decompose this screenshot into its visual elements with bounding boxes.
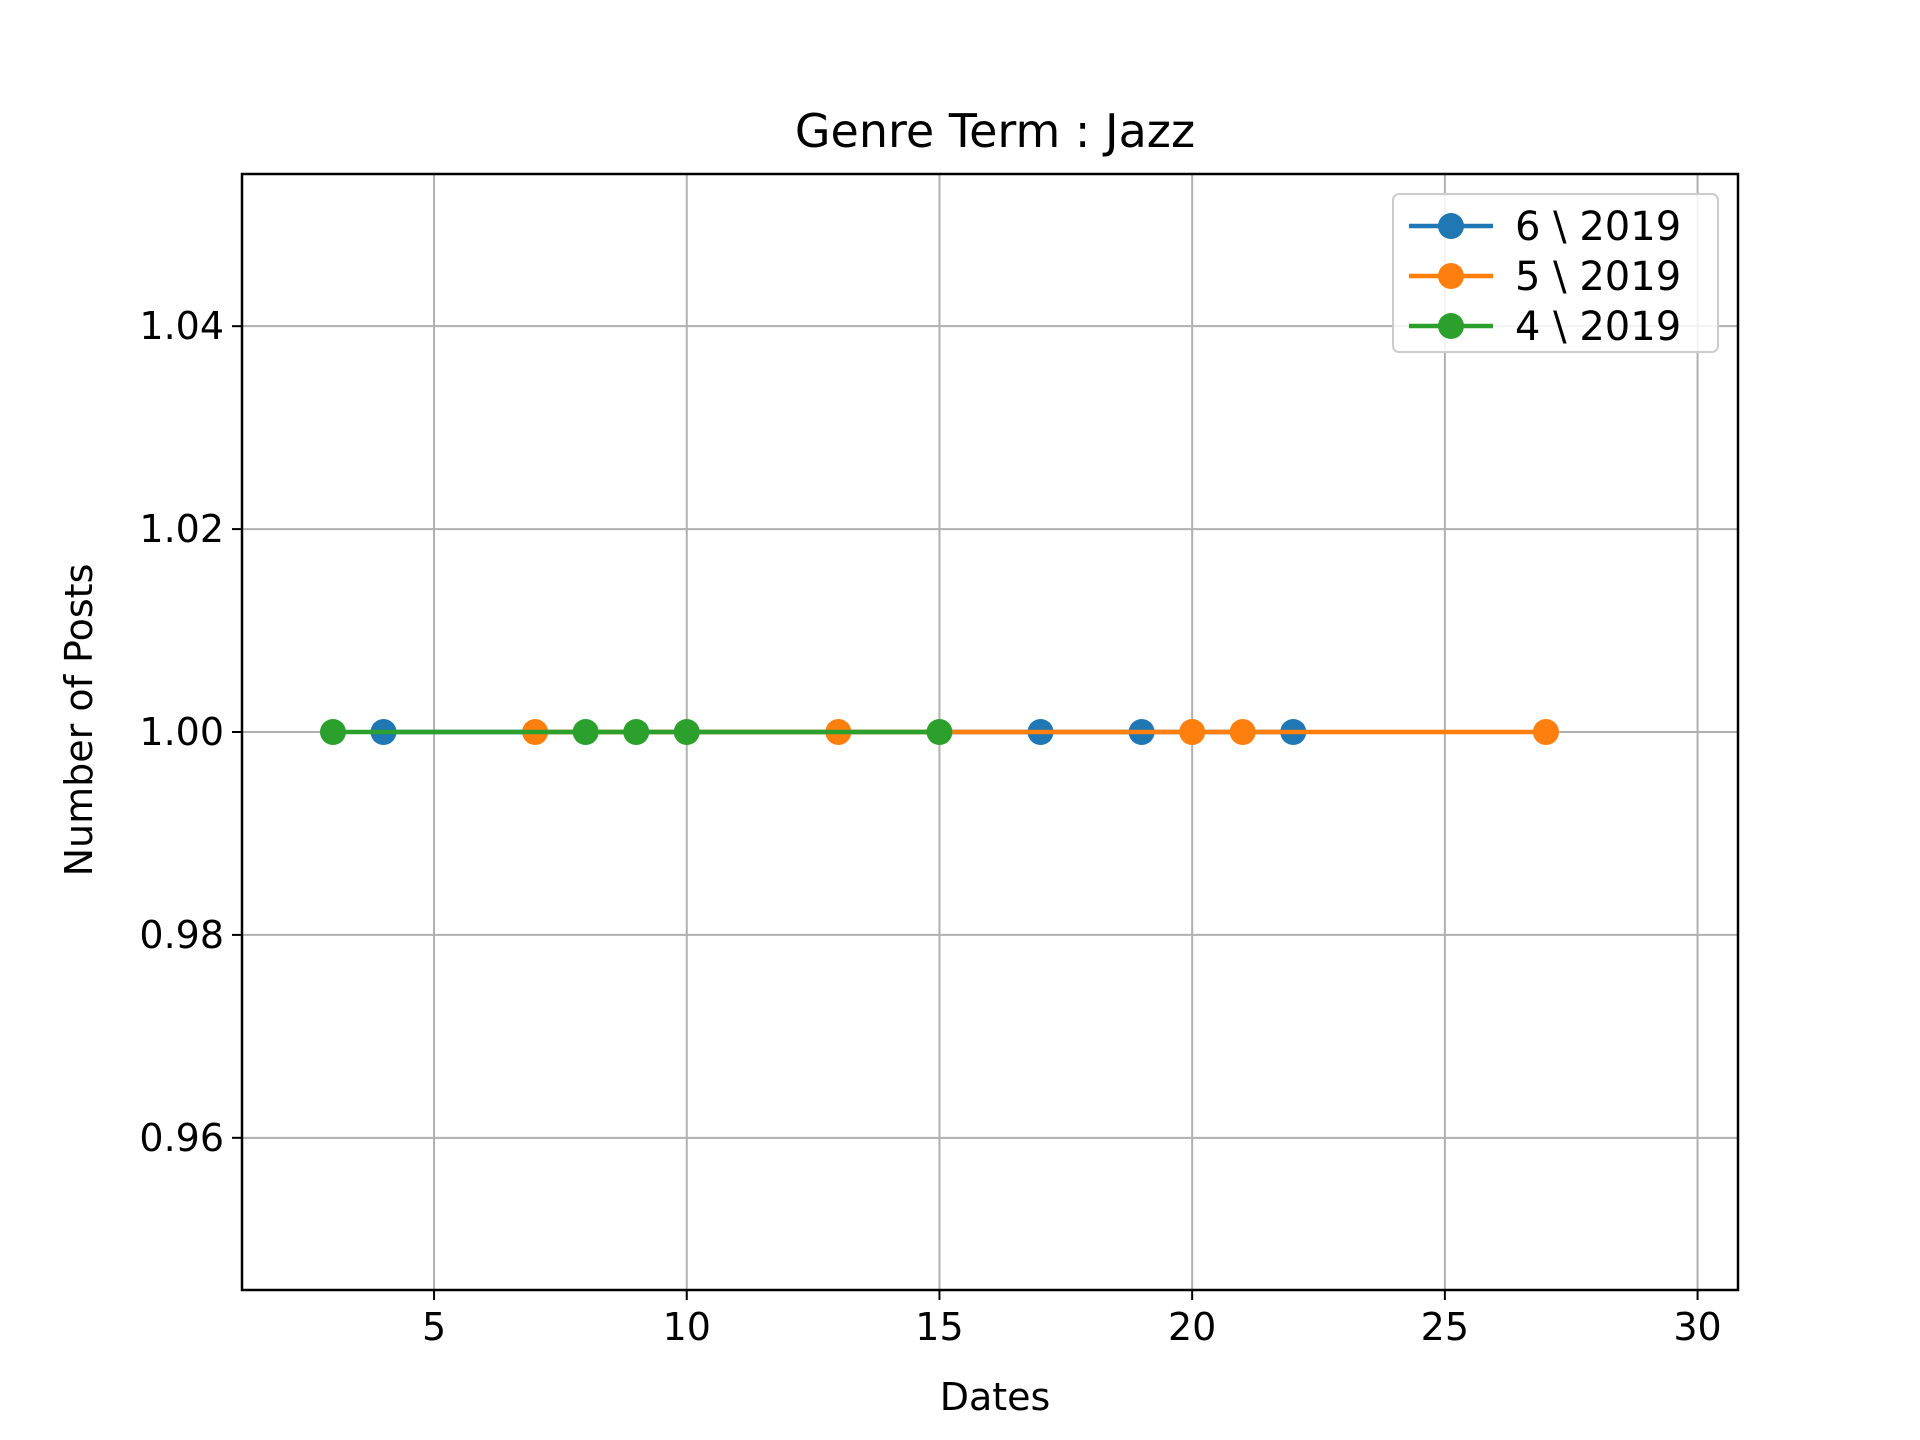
data-point <box>319 719 346 745</box>
axes-ticks: 5 10 15 20 25 30 0.96 0.98 1.00 1.02 1.04 <box>139 304 1721 1349</box>
legend-box <box>1392 193 1719 353</box>
x-tick-label: 10 <box>663 1305 711 1349</box>
x-tick-label: 15 <box>915 1305 963 1349</box>
data-point <box>572 719 599 745</box>
y-axis-label: Number of Posts <box>57 564 101 877</box>
data-point <box>673 719 700 745</box>
series-area <box>319 719 1559 745</box>
series-3 <box>319 719 953 745</box>
chart-title: Genre Term : Jazz <box>795 104 1195 158</box>
y-tick-label: 1.00 <box>139 710 224 754</box>
x-tick-label: 20 <box>1168 1305 1216 1349</box>
y-tick-label: 0.98 <box>139 913 224 957</box>
legend-marker <box>1438 313 1464 339</box>
y-tick-label: 0.96 <box>139 1116 224 1160</box>
x-tick-label: 25 <box>1421 1305 1469 1349</box>
x-tick-label: 5 <box>422 1305 446 1349</box>
data-point <box>623 719 650 745</box>
legend-marker <box>1438 263 1464 289</box>
y-tick-label: 1.04 <box>139 304 224 348</box>
legend-label: 6 \ 2019 <box>1515 204 1681 250</box>
data-point <box>1229 719 1256 745</box>
x-tick-label: 30 <box>1673 1305 1721 1349</box>
legend-label: 5 \ 2019 <box>1515 254 1681 300</box>
legend-marker <box>1438 213 1464 239</box>
x-axis-label: Dates <box>940 1375 1051 1419</box>
y-tick-label: 1.02 <box>139 507 224 551</box>
data-point <box>1179 719 1206 745</box>
legend-item: 5 \ 2019 <box>1409 254 1681 300</box>
legend-label: 4 \ 2019 <box>1515 304 1681 350</box>
legend-item: 4 \ 2019 <box>1409 304 1681 350</box>
data-point <box>1532 719 1559 745</box>
legend-item: 6 \ 2019 <box>1409 204 1681 250</box>
data-point <box>926 719 953 745</box>
